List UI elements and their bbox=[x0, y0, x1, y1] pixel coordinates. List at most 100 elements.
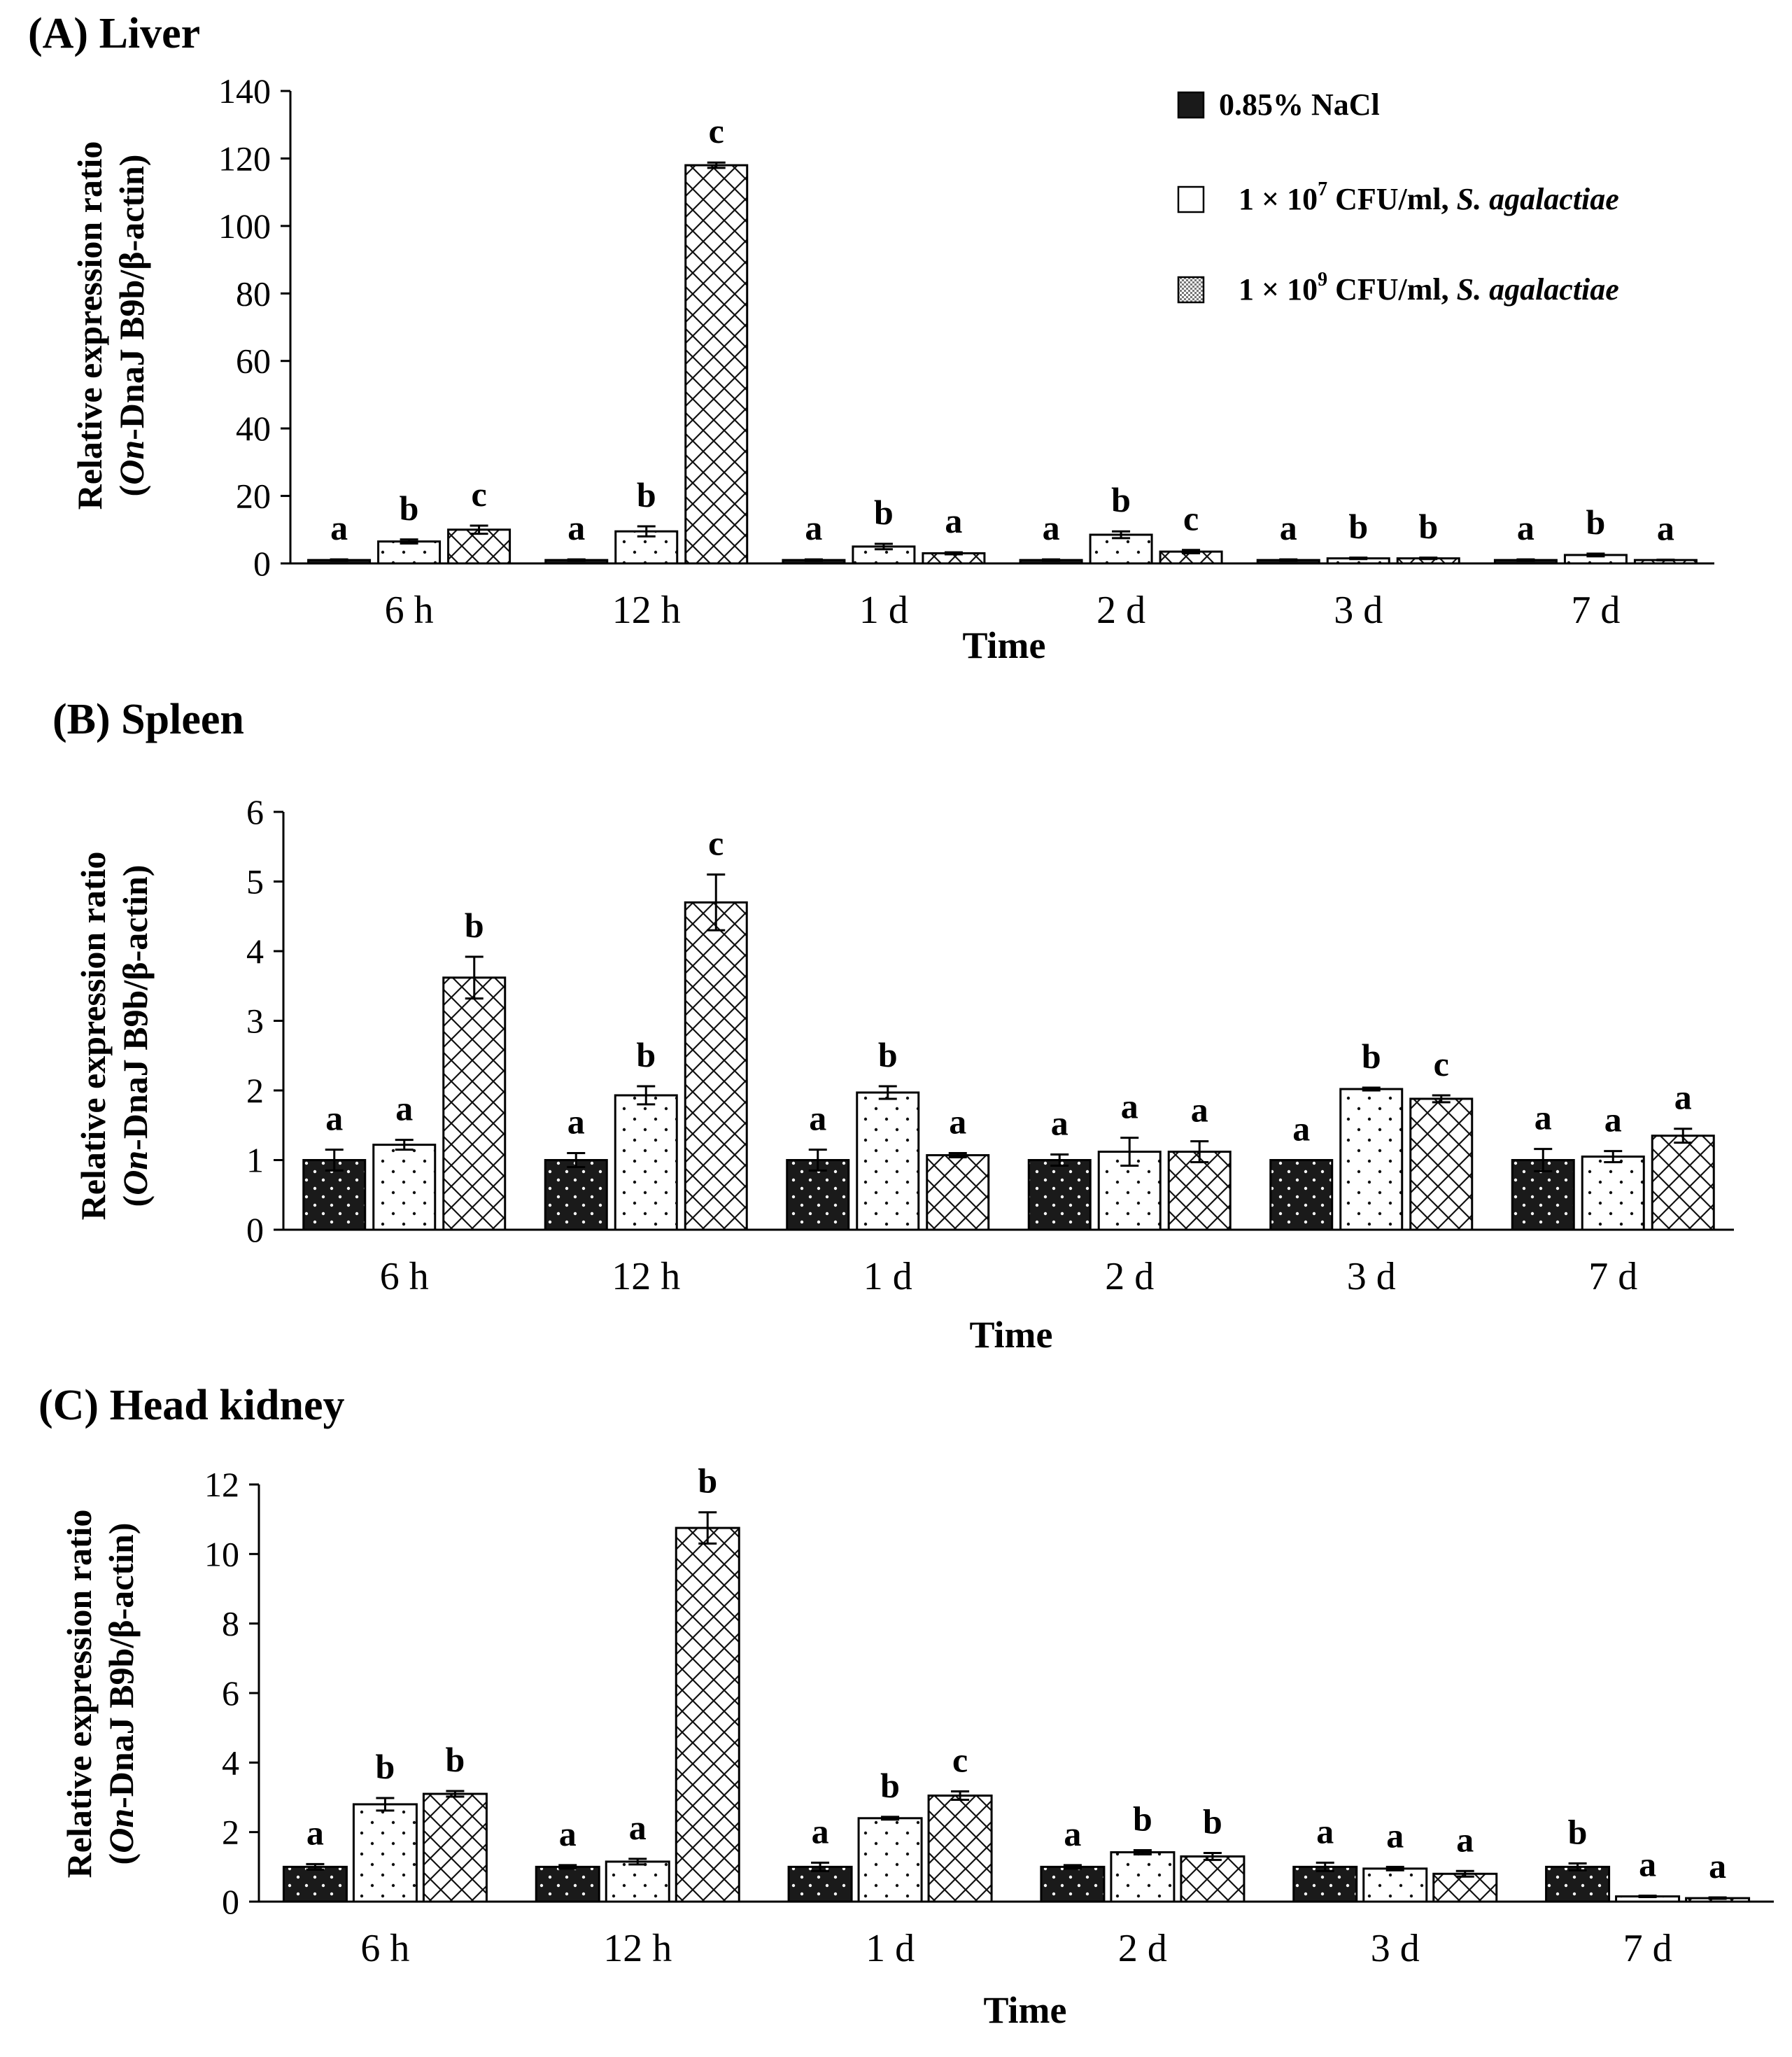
significance-letter: b bbox=[1111, 480, 1131, 519]
significance-letter: b bbox=[465, 906, 484, 945]
bar-nacl bbox=[1040, 1865, 1106, 1903]
bar-low-dose bbox=[856, 1091, 920, 1231]
significance-letter: a bbox=[1456, 1820, 1474, 1859]
bar-nacl bbox=[302, 1159, 367, 1231]
significance-letter: a bbox=[1535, 1098, 1552, 1137]
legend-label-low-dose: 1 × 107 CFU/ml, S. agalactiae bbox=[1239, 178, 1619, 216]
x-category-label: 1 d bbox=[863, 1255, 912, 1298]
y-axis-title-part: -DnaJ B9b/β-actin) bbox=[101, 1523, 141, 1809]
bar-high-dose bbox=[684, 901, 748, 1231]
y-axis-title-line-1: Relative expression ratio bbox=[70, 141, 109, 510]
chart-panel-2: (B) Spleen 0 1 2 3 4 5 6 Relative expression rat… bbox=[52, 696, 1734, 1356]
y-axis-title-part: -DnaJ B9b/β-actin) bbox=[115, 865, 155, 1151]
bar-high-dose bbox=[927, 1795, 993, 1903]
bar-low-dose bbox=[1362, 1867, 1428, 1903]
legend-text: 1 × 10 bbox=[1239, 182, 1318, 216]
significance-letter: b bbox=[878, 1035, 898, 1074]
y-tick-label: 4 bbox=[246, 932, 264, 971]
y-tick-label: 40 bbox=[236, 409, 271, 448]
significance-letter: b bbox=[698, 1461, 717, 1501]
y-axis-title-line-2: (On-DnaJ B9b/β-actin) bbox=[101, 1523, 141, 1865]
y-tick-label: 20 bbox=[236, 477, 271, 516]
bar-low-dose bbox=[372, 1144, 437, 1231]
x-axis-title: Time bbox=[963, 624, 1046, 666]
legend-superscript: 9 bbox=[1318, 269, 1327, 290]
significance-letter: a bbox=[567, 1102, 585, 1142]
y-tick-label: 0 bbox=[222, 1882, 239, 1921]
bar-low-dose bbox=[857, 1817, 923, 1903]
x-category-label: 3 d bbox=[1371, 1927, 1420, 1970]
x-category-label: 7 d bbox=[1588, 1255, 1637, 1298]
y-axis-title-line-2: (On-DnaJ B9b/β-actin) bbox=[112, 155, 151, 497]
legend-italic: S. agalactiae bbox=[1457, 182, 1619, 216]
legend-text: 1 × 10 bbox=[1239, 272, 1318, 307]
bar-nacl bbox=[787, 1865, 853, 1903]
y-axis-title-italic: On bbox=[115, 1151, 155, 1195]
x-category-label: 12 h bbox=[612, 589, 681, 632]
x-category-label: 2 d bbox=[1105, 1255, 1154, 1298]
bar-low-dose bbox=[352, 1803, 418, 1903]
y-axis-title-part: ( bbox=[115, 1195, 155, 1207]
y-tick-label: 12 bbox=[204, 1465, 239, 1504]
bar-high-dose bbox=[447, 528, 512, 565]
significance-letter: a bbox=[1639, 1845, 1656, 1884]
x-category-label: 1 d bbox=[859, 589, 908, 632]
panel-title: (C) Head kidney bbox=[38, 1382, 344, 1429]
significance-letter: b bbox=[400, 489, 419, 528]
y-tick-label: 60 bbox=[236, 342, 271, 381]
legend-superscript: 7 bbox=[1318, 178, 1327, 200]
bar-low-dose bbox=[1339, 1088, 1404, 1231]
y-tick-label: 6 bbox=[246, 792, 264, 831]
y-tick-label: 80 bbox=[236, 274, 271, 313]
y-tick-label: 5 bbox=[246, 862, 264, 901]
bar-nacl bbox=[535, 1865, 600, 1903]
y-tick-label: 2 bbox=[246, 1071, 264, 1110]
x-axis-title: Time bbox=[970, 1314, 1053, 1356]
y-axis-title-part: ( bbox=[112, 485, 151, 497]
x-category-label: 2 d bbox=[1118, 1927, 1167, 1970]
y-axis-title-italic: On bbox=[101, 1809, 141, 1853]
legend-swatch-high-dose bbox=[1177, 276, 1205, 304]
significance-letter: b bbox=[1133, 1799, 1152, 1838]
significance-letter: a bbox=[1674, 1078, 1692, 1117]
bar-high-dose bbox=[675, 1526, 740, 1903]
significance-letter: a bbox=[567, 508, 585, 547]
significance-letter: a bbox=[809, 1099, 826, 1138]
y-axis-title: Relative expression ratio(On-DnaJ B9b/β-… bbox=[59, 1510, 141, 1879]
significance-letter: b bbox=[1203, 1802, 1222, 1841]
significance-letter: a bbox=[812, 1811, 829, 1851]
y-tick-label: 10 bbox=[204, 1534, 239, 1573]
significance-letter: b bbox=[874, 493, 894, 532]
bar-high-dose bbox=[422, 1792, 488, 1903]
bar-low-dose bbox=[605, 1860, 670, 1903]
bar-high-dose bbox=[1180, 1855, 1246, 1903]
significance-letter: b bbox=[376, 1747, 395, 1786]
legend-text: 0.85% NaCl bbox=[1219, 87, 1380, 122]
legend-text: CFU/ml, bbox=[1327, 272, 1457, 307]
significance-letter: a bbox=[559, 1814, 577, 1853]
panel-title: (B) Spleen bbox=[52, 696, 244, 743]
legend-italic: S. agalactiae bbox=[1457, 272, 1619, 307]
significance-letter: c bbox=[952, 1741, 968, 1780]
bar-high-dose bbox=[1409, 1097, 1474, 1231]
y-axis-title: Relative expression ratio(On-DnaJ B9b/β-… bbox=[70, 141, 151, 510]
significance-letter: a bbox=[1709, 1846, 1726, 1886]
bar-low-dose bbox=[377, 540, 442, 565]
y-tick-label: 120 bbox=[218, 139, 271, 178]
y-tick-label: 3 bbox=[246, 1002, 264, 1041]
bar-low-dose bbox=[1581, 1156, 1645, 1231]
bar-nacl bbox=[282, 1865, 348, 1903]
significance-letter: b bbox=[636, 1035, 656, 1074]
significance-letter: a bbox=[330, 508, 348, 547]
y-tick-label: 8 bbox=[222, 1604, 239, 1643]
x-category-label: 12 h bbox=[603, 1927, 672, 1970]
bar-low-dose bbox=[614, 1094, 678, 1231]
significance-letter: a bbox=[1121, 1087, 1138, 1126]
y-tick-label: 2 bbox=[222, 1813, 239, 1852]
bar-nacl bbox=[1027, 1159, 1092, 1231]
significance-letter: a bbox=[1316, 1811, 1334, 1851]
significance-letter: a bbox=[949, 1102, 966, 1142]
y-axis-title-part: ( bbox=[101, 1853, 141, 1865]
